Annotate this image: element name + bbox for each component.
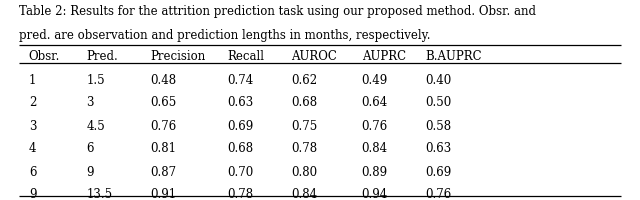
Text: 0.78: 0.78 — [227, 188, 253, 200]
Text: B.AUPRC: B.AUPRC — [426, 49, 482, 62]
Text: 3: 3 — [29, 119, 36, 132]
Text: 0.78: 0.78 — [291, 142, 317, 156]
Text: 0.70: 0.70 — [227, 166, 253, 178]
Text: 6: 6 — [86, 142, 94, 156]
Text: 9: 9 — [86, 166, 94, 178]
Text: Precision: Precision — [150, 49, 205, 62]
Text: 0.76: 0.76 — [362, 119, 388, 132]
Text: 4: 4 — [29, 142, 36, 156]
Text: 6: 6 — [29, 166, 36, 178]
Text: 3: 3 — [86, 97, 94, 110]
Text: 0.65: 0.65 — [150, 97, 177, 110]
Text: 4.5: 4.5 — [86, 119, 105, 132]
Text: 0.94: 0.94 — [362, 188, 388, 200]
Text: 0.63: 0.63 — [426, 142, 452, 156]
Text: 0.84: 0.84 — [291, 188, 317, 200]
Text: 0.91: 0.91 — [150, 188, 177, 200]
Text: 13.5: 13.5 — [86, 188, 113, 200]
Text: 0.81: 0.81 — [150, 142, 177, 156]
Text: 0.89: 0.89 — [362, 166, 388, 178]
Text: 0.40: 0.40 — [426, 73, 452, 86]
Text: 0.76: 0.76 — [150, 119, 177, 132]
Text: 0.62: 0.62 — [291, 73, 317, 86]
Text: 0.69: 0.69 — [426, 166, 452, 178]
Text: Table 2: Results for the attrition prediction task using our proposed method. Ob: Table 2: Results for the attrition predi… — [19, 5, 536, 18]
Text: AUPRC: AUPRC — [362, 49, 406, 62]
Text: 0.48: 0.48 — [150, 73, 177, 86]
Text: 0.84: 0.84 — [362, 142, 388, 156]
Text: Recall: Recall — [227, 49, 264, 62]
Text: 1.5: 1.5 — [86, 73, 105, 86]
Text: 0.76: 0.76 — [426, 188, 452, 200]
Text: 1: 1 — [29, 73, 36, 86]
Text: 0.64: 0.64 — [362, 97, 388, 110]
Text: Obsr.: Obsr. — [29, 49, 60, 62]
Text: 2: 2 — [29, 97, 36, 110]
Text: Pred.: Pred. — [86, 49, 118, 62]
Text: 0.63: 0.63 — [227, 97, 253, 110]
Text: AUROC: AUROC — [291, 49, 337, 62]
Text: 0.74: 0.74 — [227, 73, 253, 86]
Text: 9: 9 — [29, 188, 36, 200]
Text: 0.68: 0.68 — [291, 97, 317, 110]
Text: 0.58: 0.58 — [426, 119, 452, 132]
Text: 0.75: 0.75 — [291, 119, 317, 132]
Text: 0.49: 0.49 — [362, 73, 388, 86]
Text: pred. are observation and prediction lengths in months, respectively.: pred. are observation and prediction len… — [19, 29, 431, 42]
Text: 0.50: 0.50 — [426, 97, 452, 110]
Text: 0.68: 0.68 — [227, 142, 253, 156]
Text: 0.87: 0.87 — [150, 166, 177, 178]
Text: 0.80: 0.80 — [291, 166, 317, 178]
Text: 0.69: 0.69 — [227, 119, 253, 132]
